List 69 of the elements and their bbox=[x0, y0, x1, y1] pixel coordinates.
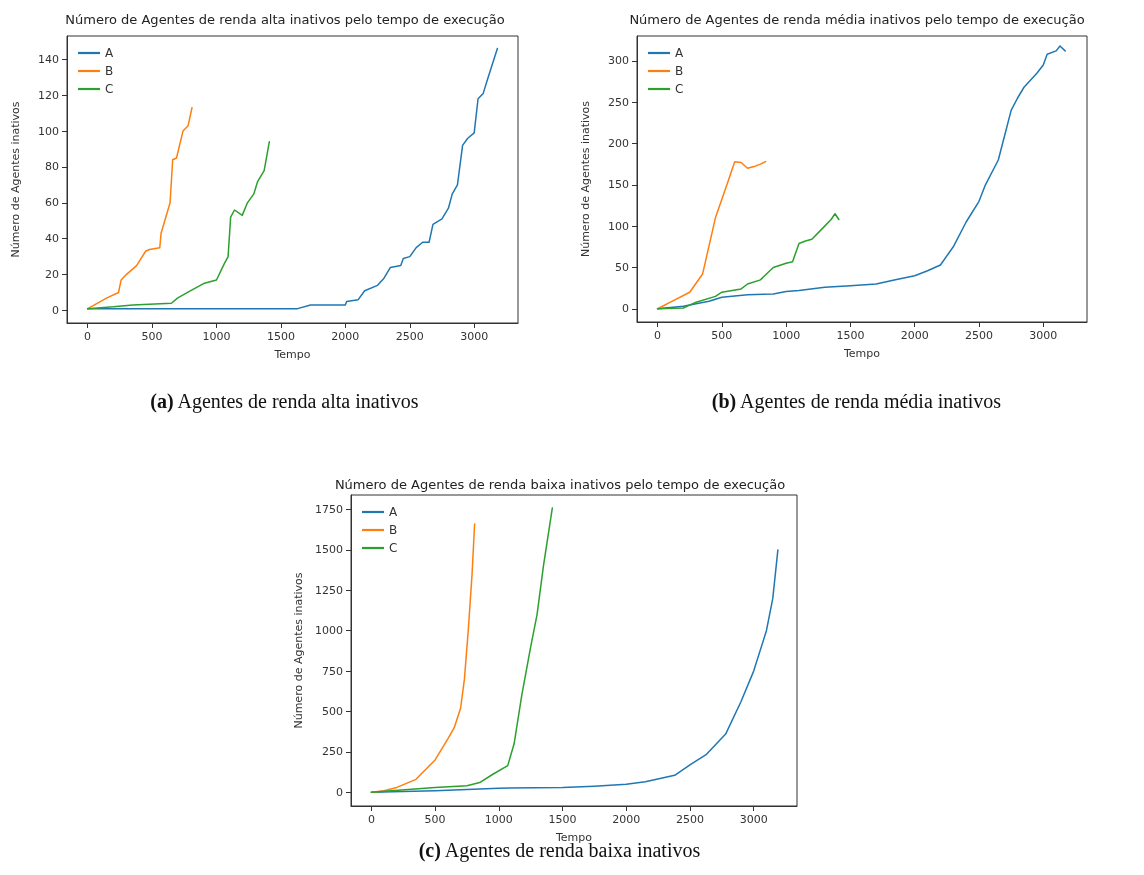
text: (a) Agentes de renda alta inativos bbox=[150, 390, 419, 413]
legend-label: B bbox=[675, 64, 684, 78]
x-tick-label: 3000 bbox=[1029, 329, 1058, 342]
x-tick-label: 500 bbox=[424, 813, 446, 826]
y-tick-label: 100 bbox=[38, 124, 59, 138]
legend-label: A bbox=[675, 46, 684, 60]
x-tick-label: 0 bbox=[84, 330, 92, 343]
y-axis-title: Número de Agentes inativos bbox=[292, 572, 306, 729]
y-tick-label: 200 bbox=[608, 136, 629, 150]
x-tick-label: 2500 bbox=[395, 330, 424, 343]
y-tick-label: 60 bbox=[45, 196, 59, 210]
x-tick-label: 1000 bbox=[772, 329, 801, 342]
line-series bbox=[370, 523, 476, 794]
y-axis-title: Número de Agentes inativos bbox=[9, 101, 22, 258]
x-tick-label: 2000 bbox=[331, 330, 360, 343]
y-tick-label: 100 bbox=[608, 219, 629, 233]
y-tick-label: 0 bbox=[622, 302, 629, 316]
x-axis-title: Tempo bbox=[842, 347, 881, 360]
legend-label: B bbox=[105, 64, 114, 78]
line-series bbox=[370, 507, 554, 794]
y-tick-label: 0 bbox=[336, 785, 343, 799]
x-tick-label: 2500 bbox=[675, 813, 704, 826]
x-tick-label: 1000 bbox=[484, 813, 513, 826]
y-tick-label: 1000 bbox=[315, 624, 343, 638]
x-tick-label: 2000 bbox=[612, 813, 641, 826]
line-series bbox=[656, 160, 767, 310]
y-tick-label: 750 bbox=[322, 664, 343, 678]
x-tick-label: 3000 bbox=[460, 330, 489, 343]
line-series bbox=[656, 212, 840, 310]
y-tick-label: 150 bbox=[608, 178, 629, 192]
x-axis-title: Tempo bbox=[273, 348, 311, 361]
x-tick-label: 0 bbox=[367, 813, 375, 826]
line-series bbox=[86, 107, 193, 310]
x-tick-label: 1500 bbox=[548, 813, 577, 826]
legend-label: A bbox=[105, 46, 114, 60]
line-series bbox=[86, 141, 271, 310]
legend-label: C bbox=[675, 82, 684, 96]
x-tick-label: 3000 bbox=[739, 813, 768, 826]
y-tick-label: 80 bbox=[45, 160, 59, 174]
y-tick-label: 0 bbox=[52, 303, 59, 317]
y-tick-label: 50 bbox=[615, 260, 629, 274]
text: (b) Agentes de renda média inativos bbox=[711, 390, 1002, 413]
y-tick-label: 20 bbox=[45, 268, 59, 282]
y-tick-label: 300 bbox=[608, 54, 629, 68]
chart-title: Número de Agentes de renda média inativos pelo tempo de execução bbox=[629, 12, 1085, 27]
y-tick-label: 120 bbox=[38, 88, 59, 102]
x-tick-label: 2500 bbox=[965, 329, 993, 342]
x-tick-label: 1500 bbox=[836, 329, 865, 342]
y-axis-title: Número de Agentes inativos bbox=[579, 100, 592, 258]
y-tick-label: 1500 bbox=[315, 543, 343, 557]
y-tick-label: 1250 bbox=[315, 583, 343, 597]
x-tick-label: 0 bbox=[654, 329, 662, 342]
legend-label: A bbox=[389, 505, 398, 519]
y-tick-label: 250 bbox=[322, 745, 343, 759]
x-tick-label: 500 bbox=[711, 329, 733, 342]
chart-title: Número de Agentes de renda alta inativos pelo tempo de execução bbox=[65, 12, 505, 27]
x-tick-label: 500 bbox=[141, 330, 163, 343]
legend-label: C bbox=[389, 541, 398, 555]
legend-label: B bbox=[389, 523, 398, 537]
legend-label: C bbox=[105, 82, 114, 96]
y-tick-label: 40 bbox=[45, 232, 59, 246]
x-tick-label: 1500 bbox=[266, 330, 295, 343]
y-tick-label: 1750 bbox=[315, 503, 343, 517]
y-tick-label: 500 bbox=[322, 704, 343, 718]
y-tick-label: 140 bbox=[38, 52, 59, 66]
chart-title: Número de Agentes de renda baixa inativos pelo tempo de execução bbox=[334, 477, 786, 492]
x-tick-label: 1000 bbox=[202, 330, 231, 343]
x-tick-label: 2000 bbox=[900, 329, 929, 342]
y-tick-label: 250 bbox=[608, 95, 629, 109]
